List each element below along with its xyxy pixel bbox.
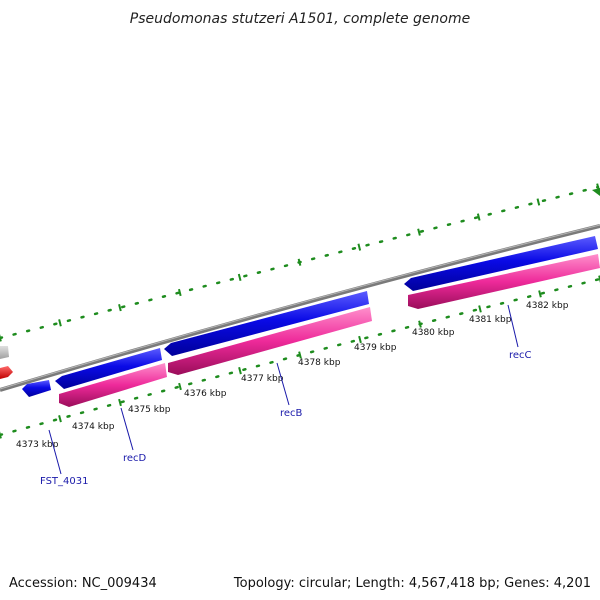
major-tick — [237, 273, 242, 281]
major-tick — [476, 213, 481, 221]
gene-arrow-recb[interactable] — [168, 307, 372, 375]
kbp-label: 4377 kbp — [241, 374, 284, 384]
major-tick — [178, 382, 182, 391]
topology-summary-text: Topology: circular; Length: 4,567,418 bp… — [233, 576, 591, 591]
kbp-label: 4381 kbp — [469, 315, 512, 325]
outer-major-ticks — [0, 183, 600, 342]
major-tick — [177, 288, 182, 297]
major-tick — [536, 198, 541, 206]
leader-line-recb — [276, 362, 290, 406]
gene-labels: FST_4031 recD recB recC — [40, 304, 532, 487]
major-tick — [118, 398, 122, 407]
gene-arrow-recd[interactable] — [59, 363, 167, 407]
partial-grey-feature — [0, 346, 9, 359]
gene-arrow-blue-2[interactable] — [55, 348, 162, 389]
major-tick — [417, 228, 421, 236]
outer-tick-track — [0, 183, 600, 342]
map-title: Pseudomonas stutzeri A1501, complete gen… — [130, 11, 470, 27]
major-tick — [598, 275, 600, 283]
forward-strand-genes — [22, 236, 598, 397]
major-tick — [0, 334, 2, 342]
kbp-label: 4382 kbp — [526, 301, 569, 311]
major-tick — [118, 304, 122, 312]
major-tick — [478, 305, 482, 313]
major-tick — [58, 415, 62, 423]
major-tick — [0, 431, 2, 439]
accession-text: Accession: NC_009434 — [9, 576, 157, 591]
kbp-label: 4380 kbp — [412, 328, 455, 338]
major-tick — [357, 243, 362, 251]
kbp-label: 4378 kbp — [298, 358, 341, 368]
gene-arrow-fst-4031[interactable] — [22, 380, 51, 397]
reverse-strand-genes — [59, 254, 600, 407]
gene-label-recb[interactable]: recB — [280, 408, 303, 419]
leader-line-recc — [507, 304, 519, 348]
leader-line-recd — [120, 407, 134, 451]
kbp-scale-labels: 4373 kbp 4374 kbp 4375 kbp 4376 kbp 4377… — [16, 301, 569, 450]
gene-label-recc[interactable]: recC — [509, 350, 532, 361]
inner-major-ticks — [0, 275, 600, 439]
gene-arrow-blue-3[interactable] — [164, 291, 369, 356]
gene-label-recd[interactable]: recD — [123, 453, 147, 464]
gene-arrow-blue-4[interactable] — [404, 236, 598, 291]
major-tick — [358, 335, 362, 344]
genome-backbone — [0, 224, 600, 392]
kbp-label: 4375 kbp — [128, 405, 171, 415]
partial-red-feature — [0, 366, 13, 379]
kbp-label: 4373 kbp — [16, 440, 59, 450]
major-tick — [298, 351, 302, 359]
major-tick — [238, 367, 242, 375]
major-tick — [58, 319, 62, 327]
gene-label-fst-4031[interactable]: FST_4031 — [40, 476, 88, 487]
kbp-label: 4376 kbp — [184, 389, 227, 399]
partial-green-feature — [592, 188, 600, 196]
gene-arrow-recc[interactable] — [408, 254, 600, 309]
major-tick — [297, 258, 302, 266]
leader-line-fst-4031 — [48, 429, 62, 475]
genome-backbone-highlight — [0, 224, 600, 390]
major-tick — [418, 320, 422, 328]
inner-tick-track — [0, 275, 600, 439]
kbp-label: 4374 kbp — [72, 422, 115, 432]
kbp-label: 4379 kbp — [354, 343, 397, 353]
major-tick — [538, 290, 542, 298]
